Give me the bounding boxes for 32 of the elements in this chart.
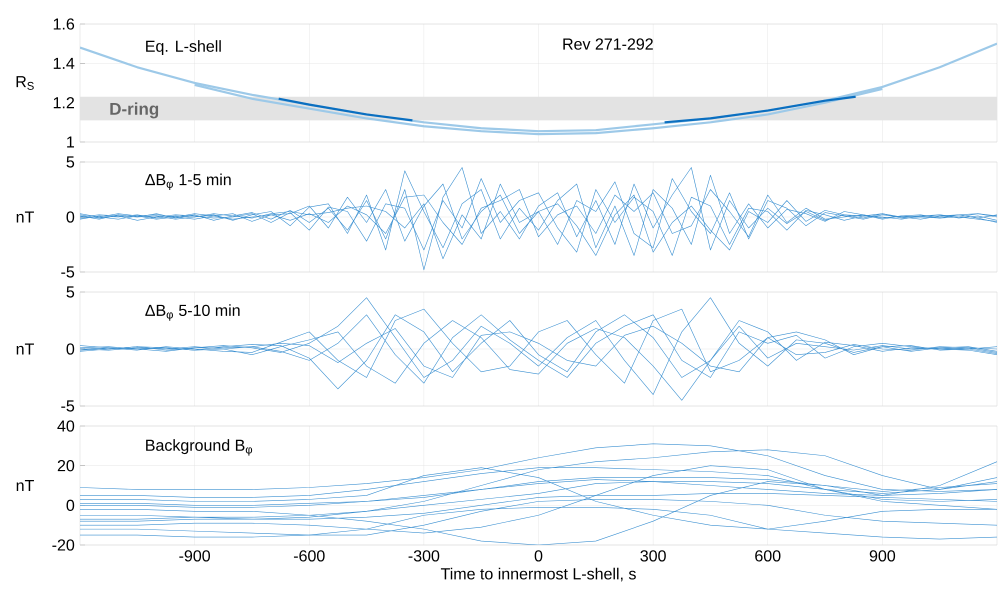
x-tick-label: -900 <box>179 550 210 562</box>
y-tick-label: 5 <box>66 156 74 168</box>
x-tick-label: 0 <box>534 550 542 562</box>
y-tick-label: 1.4 <box>54 58 74 69</box>
annotation: Background B$_{φ}$ <box>146 439 252 456</box>
x-tick-label: -300 <box>408 550 440 562</box>
y-tick-label: -5 <box>61 400 74 412</box>
y-tick-label: 1.2 <box>54 97 74 108</box>
y-axis-title: nT <box>16 211 34 222</box>
y-tick-label: 40 <box>57 420 74 432</box>
x-tick-label: 600 <box>755 550 780 562</box>
band-label: D-ring <box>110 102 158 118</box>
y-tick-label: 0 <box>66 343 74 355</box>
y-tick-label: -5 <box>61 266 74 278</box>
y-axis-title: R$_{S}$ <box>16 76 34 90</box>
x-tick-label: 300 <box>640 550 666 562</box>
x-tick-label: -600 <box>294 550 325 562</box>
y-axis-title: nT <box>16 480 34 492</box>
y-tick-label: 5 <box>66 286 74 298</box>
x-axis-title: Time to innermost L-shell, s <box>440 568 636 582</box>
y-tick-label: 20 <box>58 460 74 472</box>
annotation: Eq. L-shell <box>146 40 221 56</box>
x-tick-label: 900 <box>870 550 896 562</box>
y-tick-label: 0 <box>66 211 74 223</box>
y-axis-title: nT <box>16 343 34 354</box>
y-tick-label: 1.6 <box>54 18 74 30</box>
annotation: ΔB$_{φ}$ 5-10 min <box>145 304 240 321</box>
annotation: Rev 271-292 <box>563 38 653 50</box>
y-tick-label: 0 <box>66 500 74 511</box>
annotation: ΔB$_{φ}$ 1-5 min <box>145 174 231 190</box>
y-tick-label: 1 <box>67 136 74 148</box>
y-tick-label: -20 <box>52 539 74 551</box>
